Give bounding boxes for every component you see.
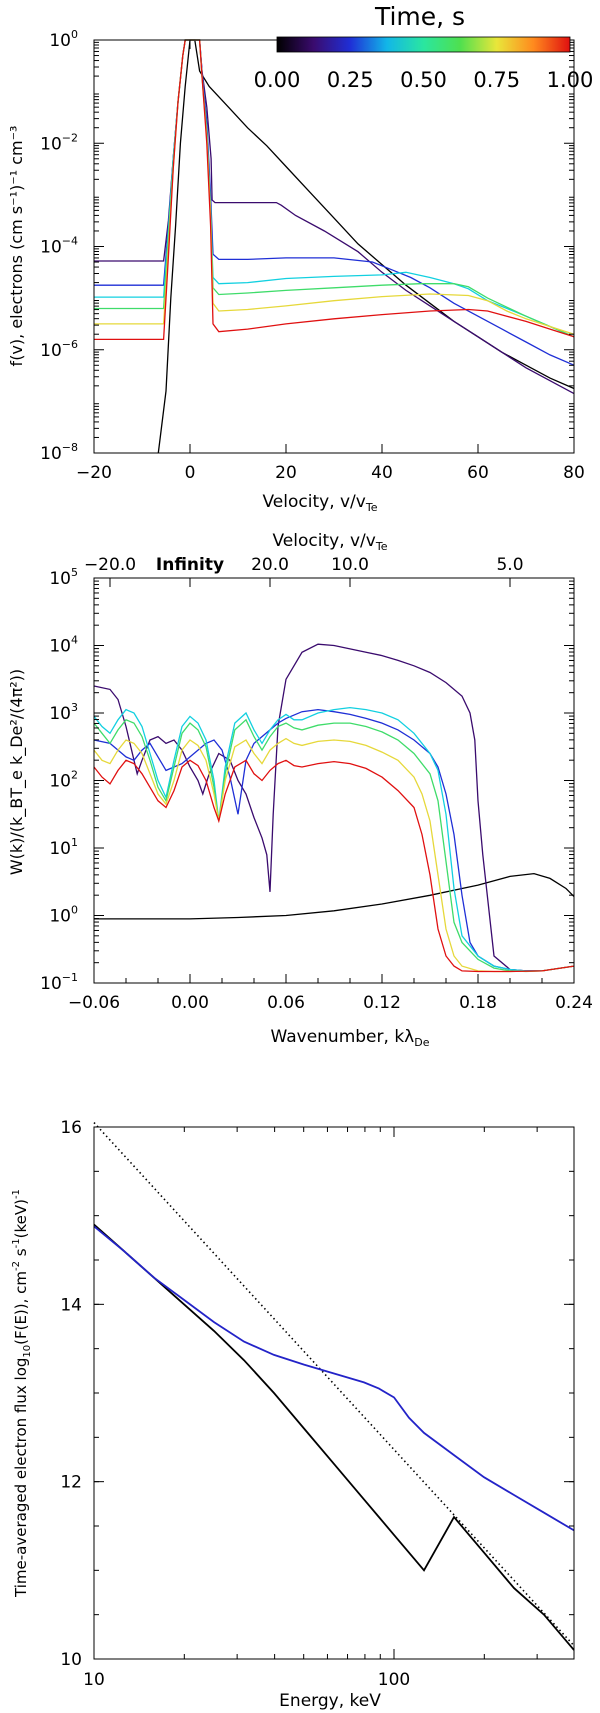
colorbar-tick-label: 1.00 bbox=[547, 68, 594, 92]
panel3-y-tick-label: 14 bbox=[60, 1295, 82, 1315]
panel3-series-group bbox=[93, 1122, 575, 1651]
panel2-top-tick-label: −20.0 bbox=[84, 555, 136, 575]
panel3-y-ticks: 10 12 14 16 bbox=[60, 1118, 574, 1670]
panel2-top-tick-label: 20.0 bbox=[251, 555, 289, 575]
panel3-series-line-0 bbox=[93, 1122, 575, 1647]
panel1-y-tick-label: 10−2 bbox=[40, 131, 78, 154]
panel1-series-line-6 bbox=[94, 39, 575, 341]
panel1-x-ticks: −20 0 20 40 60 80 bbox=[76, 40, 585, 483]
panel1-x-axis-label: Velocity, v/vTe bbox=[263, 492, 378, 514]
panel1-x-tick-label: 40 bbox=[371, 463, 393, 483]
panel2-x-axis-label: Wavenumber, kλDe bbox=[271, 1027, 430, 1049]
panel1-series-line-0 bbox=[157, 39, 575, 454]
panel3-y-tick-label: 12 bbox=[60, 1473, 82, 1493]
panel3-x-tick-label: 100 bbox=[378, 1670, 410, 1690]
panel2-series-group bbox=[93, 643, 575, 973]
panel1-series-group bbox=[94, 39, 575, 454]
colorbar-tick-label: 0.75 bbox=[473, 68, 520, 92]
panel1-x-tick-label: 60 bbox=[467, 463, 489, 483]
panel1-y-ticks: 100 10−2 10−4 10−6 10−8 bbox=[40, 28, 574, 464]
panel-velocity-distribution: −20 0 20 40 60 80 100 10−2 10−4 10−6 10−8 Velocit… bbox=[7, 2, 593, 514]
panel1-series-line-1 bbox=[94, 39, 575, 395]
panel1-x-tick-label: 20 bbox=[275, 463, 297, 483]
panel3-y-tick-label: 16 bbox=[60, 1118, 82, 1138]
panel2-top-tick-label: 5.0 bbox=[496, 555, 523, 575]
colorbar-tick-label: 0.00 bbox=[254, 68, 301, 92]
panel2-series-line-6 bbox=[93, 759, 575, 973]
panel3-series-line-2 bbox=[93, 1225, 575, 1532]
panel2-y-tick-label: 101 bbox=[49, 836, 78, 859]
panel3-x-tick-label: 10 bbox=[83, 1670, 105, 1690]
panel2-y-tick-label: 103 bbox=[49, 701, 78, 724]
panel2-x-tick-label: 0.00 bbox=[171, 993, 209, 1013]
panel2-x-tick-label: 0.06 bbox=[267, 993, 305, 1013]
panel2-series-line-4 bbox=[93, 718, 575, 973]
panel2-x-tick-label: 0.18 bbox=[459, 993, 497, 1013]
panel2-top-tick-label: 10.0 bbox=[331, 555, 369, 575]
panel2-series-line-0 bbox=[94, 872, 575, 920]
panel2-y-tick-label: 104 bbox=[49, 634, 78, 657]
panel3-x-axis-label: Energy, keV bbox=[279, 1691, 381, 1711]
panel2-x-tick-label: 0.12 bbox=[363, 993, 401, 1013]
panel2-y-tick-label: 105 bbox=[49, 566, 78, 589]
panel1-x-tick-label: 0 bbox=[185, 463, 196, 483]
panel1-y-tick-label: 10−6 bbox=[40, 338, 78, 361]
panel1-y-tick-label: 100 bbox=[49, 28, 78, 51]
panel2-series-line-2 bbox=[93, 708, 575, 972]
panel2-x-ticks: −0.06 0.00 0.06 0.12 0.18 0.24 bbox=[68, 974, 593, 1013]
panel3-x-ticks: 10 100 bbox=[83, 1127, 538, 1690]
panel3-series-line-1 bbox=[93, 1223, 575, 1651]
panel1-x-tick-label: −20 bbox=[76, 463, 112, 483]
panel2-y-tick-label: 102 bbox=[49, 769, 78, 792]
panel2-x-tick-label: −0.06 bbox=[68, 993, 120, 1013]
panel2-series-line-3 bbox=[93, 706, 575, 972]
colorbar-tick-label: 0.50 bbox=[400, 68, 447, 92]
colorbar-bar bbox=[276, 36, 571, 53]
colorbar: Time, s 0.00 0.25 0.50 0.75 1.00 bbox=[254, 2, 594, 92]
panel-wave-spectrum: −0.06 0.00 0.06 0.12 0.18 0.24 −20.0 Infinity 2… bbox=[7, 531, 593, 1049]
panel3-frame bbox=[93, 1126, 575, 1660]
colorbar-ticks: 0.00 0.25 0.50 0.75 1.00 bbox=[254, 68, 594, 92]
panel2-top-tick-label: Infinity bbox=[156, 555, 224, 575]
colorbar-tick-label: 0.25 bbox=[327, 68, 374, 92]
panel3-y-axis-label: Time-averaged electron flux log10(F(E)),… bbox=[11, 1189, 33, 1598]
panel2-top-axis-label: Velocity, v/vTe bbox=[273, 531, 388, 553]
panel1-y-tick-label: 10−4 bbox=[40, 235, 78, 258]
panel1-y-axis-label: f(v), electrons (cm s⁻¹)⁻¹ cm⁻³ bbox=[7, 126, 26, 367]
panel3-y-tick-label: 10 bbox=[60, 1650, 82, 1670]
panel2-frame bbox=[93, 577, 575, 984]
panel2-x-tick-label: 0.24 bbox=[555, 993, 593, 1013]
panel1-y-tick-label: 10−8 bbox=[40, 441, 78, 464]
panel1-x-tick-label: 80 bbox=[563, 463, 585, 483]
panel2-y-tick-label: 10−1 bbox=[40, 971, 78, 994]
colorbar-title: Time, s bbox=[374, 2, 465, 31]
panel2-top-ticks: −20.0 Infinity 20.0 10.0 5.0 bbox=[84, 555, 524, 587]
panel2-series-line-5 bbox=[93, 737, 575, 973]
panel-electron-flux: 10 100 10 12 14 16 Energy, keV Time-averaged… bbox=[11, 1118, 575, 1711]
panel2-y-axis-label: W(k)/(k_BT_e k_De²/(4π²)) bbox=[7, 669, 27, 875]
panel2-y-ticks: 105 104 103 102 101 100 10−1 bbox=[40, 566, 574, 994]
panel2-series-line-1 bbox=[93, 643, 575, 972]
panel2-y-tick-label: 100 bbox=[49, 904, 78, 927]
